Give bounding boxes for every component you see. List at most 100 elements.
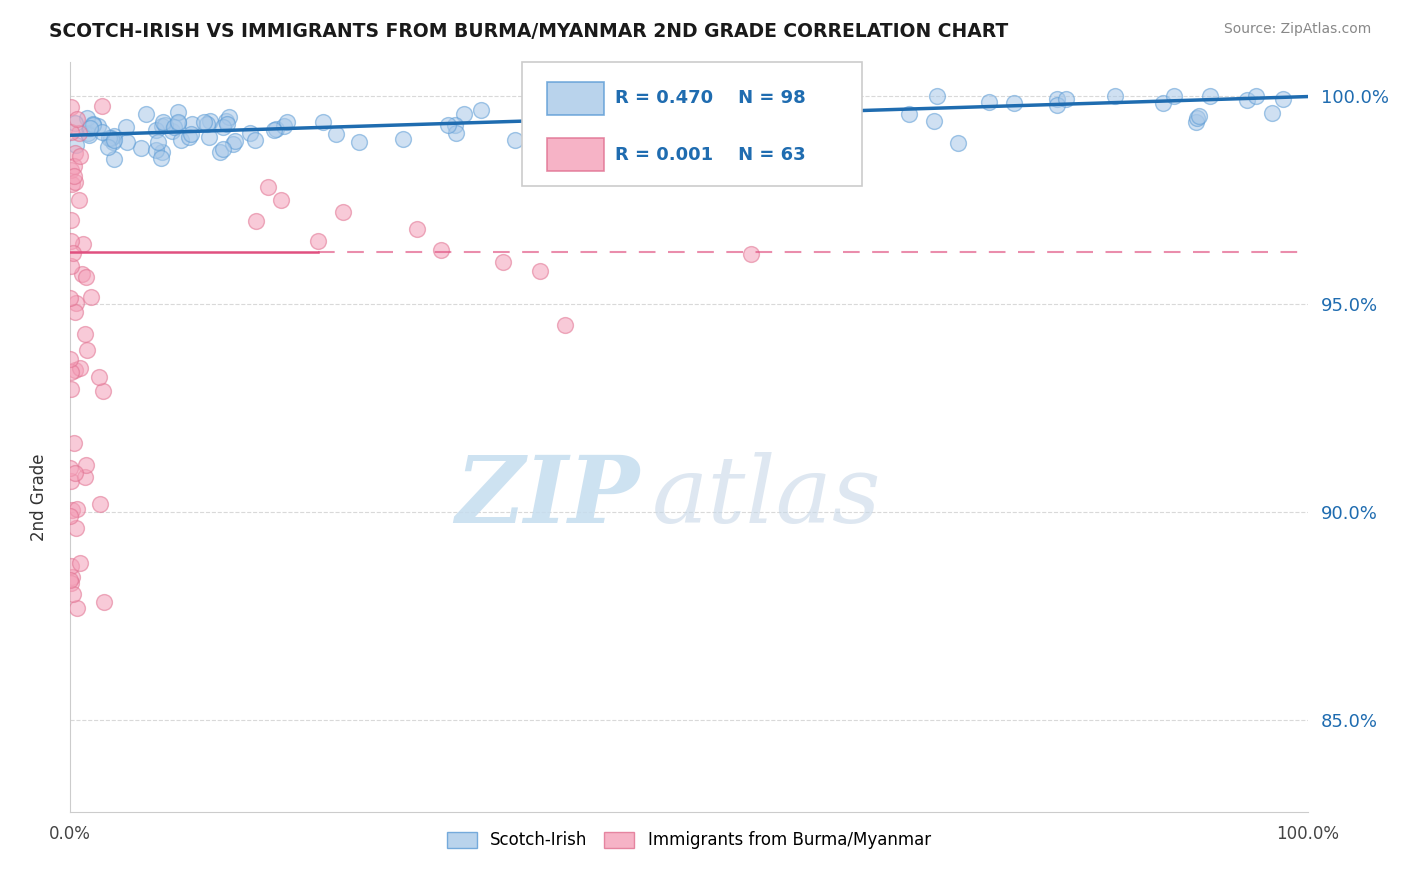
Point bbox=[273, 119, 295, 133]
Point bbox=[200, 113, 222, 128]
Point bbox=[59, 259, 82, 273]
Point bbox=[1236, 94, 1258, 108]
Point bbox=[180, 117, 202, 131]
Point bbox=[1185, 115, 1208, 129]
Point bbox=[257, 180, 280, 194]
Point bbox=[163, 120, 186, 134]
Point bbox=[444, 118, 467, 132]
Point bbox=[60, 100, 83, 114]
Point bbox=[65, 521, 87, 535]
Point bbox=[453, 107, 475, 121]
Point bbox=[169, 133, 191, 147]
Point bbox=[91, 384, 114, 398]
Point bbox=[59, 460, 82, 475]
Point bbox=[89, 496, 111, 510]
FancyBboxPatch shape bbox=[547, 82, 603, 115]
Point bbox=[76, 111, 98, 125]
Point bbox=[63, 435, 86, 450]
Point bbox=[793, 112, 815, 127]
Text: atlas: atlas bbox=[652, 452, 882, 542]
Point bbox=[66, 601, 89, 615]
Point bbox=[738, 112, 761, 126]
Point bbox=[103, 128, 125, 143]
Point bbox=[66, 112, 89, 126]
Point bbox=[209, 145, 232, 160]
Point bbox=[745, 101, 768, 115]
Point bbox=[307, 235, 329, 249]
Text: SCOTCH-IRISH VS IMMIGRANTS FROM BURMA/MYANMAR 2ND GRADE CORRELATION CHART: SCOTCH-IRISH VS IMMIGRANTS FROM BURMA/MY… bbox=[49, 22, 1008, 41]
Point bbox=[59, 576, 82, 591]
Point bbox=[145, 123, 167, 137]
Point bbox=[65, 116, 87, 130]
Point bbox=[101, 135, 124, 149]
Point bbox=[405, 222, 427, 236]
Point bbox=[347, 135, 370, 149]
Point bbox=[59, 125, 82, 139]
Point bbox=[1188, 109, 1211, 123]
Point bbox=[77, 128, 100, 143]
Point bbox=[65, 304, 87, 318]
Point bbox=[82, 117, 104, 131]
Point bbox=[492, 255, 515, 269]
Point bbox=[76, 343, 98, 358]
Point bbox=[167, 104, 190, 119]
Point bbox=[193, 115, 215, 129]
Point bbox=[63, 362, 86, 376]
Point bbox=[103, 133, 125, 147]
Point bbox=[62, 587, 84, 601]
Point bbox=[87, 370, 110, 384]
Point bbox=[150, 119, 173, 133]
Text: 2nd Grade: 2nd Grade bbox=[31, 453, 48, 541]
Point bbox=[212, 120, 235, 135]
Point bbox=[75, 470, 97, 484]
Point bbox=[444, 127, 467, 141]
Point bbox=[59, 573, 82, 587]
Point bbox=[93, 595, 115, 609]
Point bbox=[90, 99, 112, 113]
Point bbox=[529, 263, 551, 277]
Point bbox=[211, 142, 233, 156]
Point bbox=[198, 130, 221, 145]
Point bbox=[1260, 105, 1282, 120]
Point bbox=[77, 126, 100, 140]
Text: R = 0.001    N = 63: R = 0.001 N = 63 bbox=[614, 145, 806, 163]
Point bbox=[59, 234, 82, 248]
Point bbox=[1199, 88, 1222, 103]
Point bbox=[180, 127, 202, 141]
Point bbox=[503, 133, 526, 147]
Point bbox=[1045, 98, 1067, 112]
Text: ZIP: ZIP bbox=[456, 452, 640, 542]
Point bbox=[245, 213, 267, 227]
Point bbox=[59, 508, 82, 523]
Point bbox=[70, 267, 93, 281]
Point bbox=[270, 193, 292, 207]
Point bbox=[63, 175, 86, 189]
Point bbox=[59, 474, 82, 488]
Point bbox=[65, 138, 87, 153]
Point bbox=[689, 110, 711, 124]
Point bbox=[224, 134, 246, 148]
Point bbox=[392, 132, 415, 146]
Point bbox=[60, 559, 83, 574]
Point bbox=[60, 382, 83, 396]
Point bbox=[217, 117, 239, 131]
Point bbox=[69, 149, 91, 163]
Point bbox=[1104, 88, 1126, 103]
Point bbox=[311, 115, 333, 129]
Point bbox=[103, 152, 125, 166]
Point bbox=[82, 118, 104, 132]
Point bbox=[60, 503, 83, 517]
Point bbox=[946, 136, 969, 150]
Point bbox=[977, 95, 1000, 109]
Point bbox=[135, 107, 157, 121]
Point bbox=[63, 169, 86, 183]
Point bbox=[145, 143, 167, 157]
Point bbox=[264, 121, 287, 136]
Text: Source: ZipAtlas.com: Source: ZipAtlas.com bbox=[1223, 22, 1371, 37]
Point bbox=[63, 159, 86, 173]
Point bbox=[245, 132, 267, 146]
Point bbox=[162, 124, 184, 138]
Point bbox=[221, 136, 243, 151]
Point bbox=[67, 193, 90, 207]
Point bbox=[62, 245, 84, 260]
